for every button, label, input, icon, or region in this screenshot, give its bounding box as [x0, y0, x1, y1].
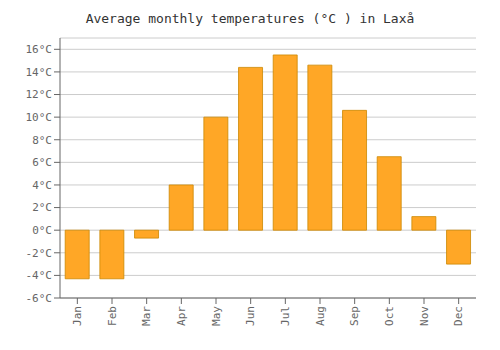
- html-text:Average monthly temperatures (: Average monthly temperatures (°C ) in La…: [85, 11, 415, 26]
- svg-text:14°C: 14°C: [26, 66, 53, 79]
- svg-text:-2°C: -2°C: [26, 247, 53, 260]
- svg-text:12°C: 12°C: [26, 88, 53, 101]
- svg-text:Jun: Jun: [244, 306, 257, 326]
- svg-text:6°C: 6°C: [32, 156, 52, 169]
- svg-text:10°C: 10°C: [26, 111, 53, 124]
- svg-text:Dec: Dec: [452, 306, 465, 326]
- svg-text:Sep: Sep: [348, 306, 361, 326]
- svg-text:May: May: [210, 306, 223, 326]
- svg-text:Apr: Apr: [175, 306, 188, 326]
- svg-text:Aug: Aug: [314, 306, 327, 326]
- svg-text:Mar: Mar: [140, 306, 153, 326]
- svg-text:8°C: 8°C: [32, 134, 52, 147]
- svg-text:-4°C: -4°C: [26, 269, 53, 282]
- svg-text:16°C: 16°C: [26, 43, 53, 56]
- svg-text:-6°C: -6°C: [26, 292, 53, 305]
- svg-text:2°C: 2°C: [32, 201, 52, 214]
- svg-text:Jan: Jan: [71, 306, 84, 326]
- svg-text:4°C: 4°C: [32, 179, 52, 192]
- svg-text:Oct: Oct: [383, 306, 396, 326]
- svg-text:Jul: Jul: [279, 306, 292, 326]
- svg-text:0°C: 0°C: [32, 224, 52, 237]
- svg-text:Nov: Nov: [418, 306, 431, 326]
- svg-text:Feb: Feb: [106, 306, 119, 326]
